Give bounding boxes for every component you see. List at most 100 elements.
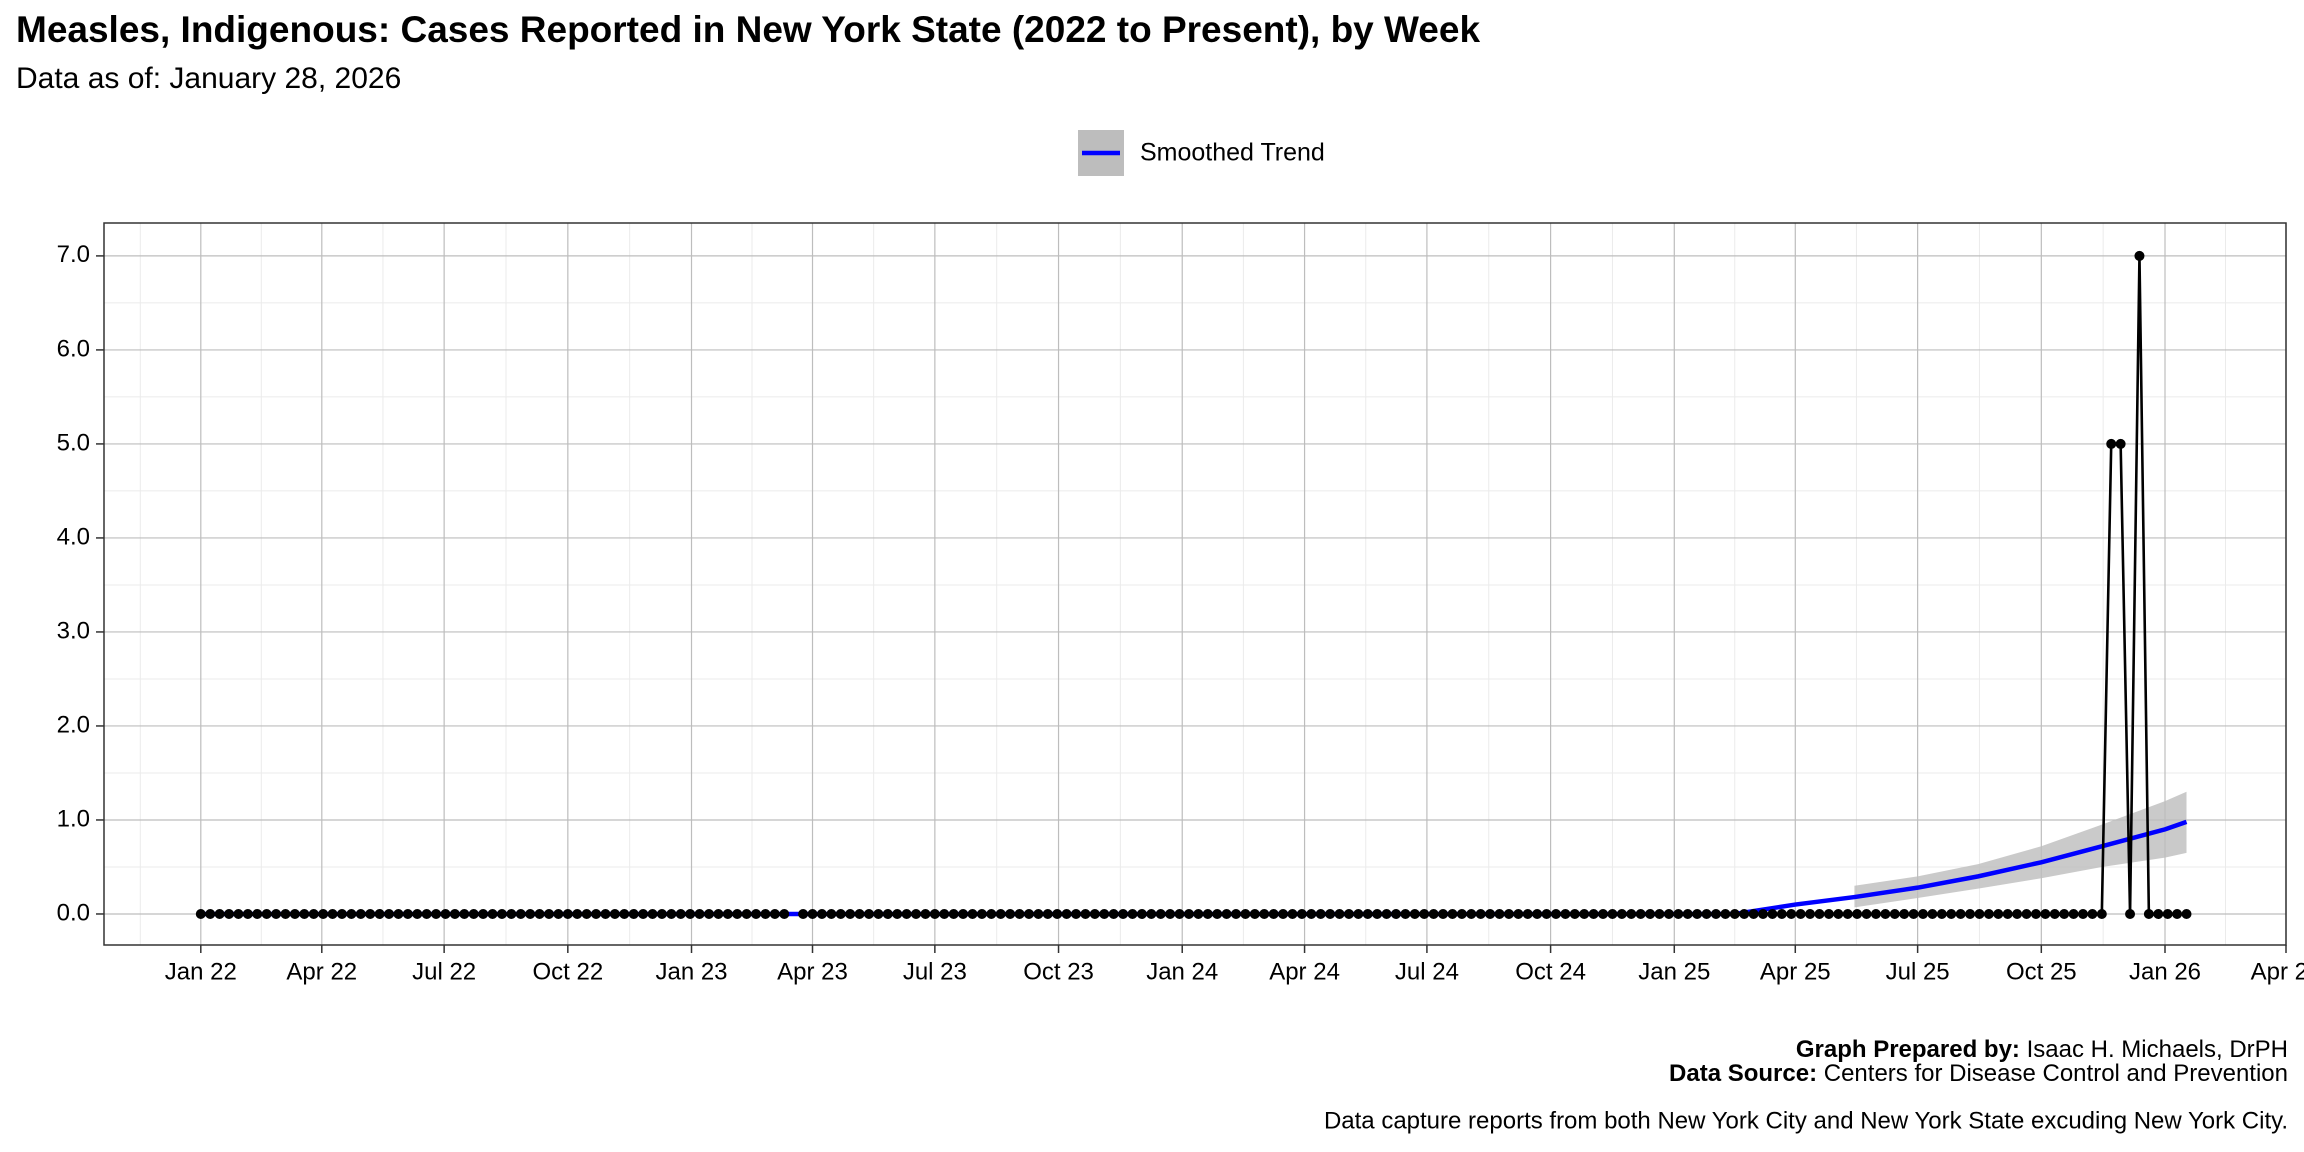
data-point <box>261 908 272 919</box>
data-point <box>1165 908 1176 919</box>
data-point <box>581 908 592 919</box>
data-point <box>242 908 253 919</box>
data-point <box>1390 908 1401 919</box>
data-point <box>1381 908 1392 919</box>
y-tick-label: 3.0 <box>57 617 90 644</box>
data-point <box>656 908 667 919</box>
data-point <box>2096 908 2107 919</box>
data-point <box>1353 908 1364 919</box>
data-point <box>1645 908 1656 919</box>
caption-prepared: Graph Prepared by: Isaac H. Michaels, Dr… <box>1796 1036 2288 1063</box>
data-point <box>562 908 573 919</box>
data-point <box>2172 908 2183 919</box>
data-point <box>1936 908 1947 919</box>
data-point <box>1532 908 1543 919</box>
data-point <box>1795 908 1806 919</box>
data-point <box>1692 908 1703 919</box>
data-point <box>1522 908 1533 919</box>
caption-text: Centers for Disease Control and Preventi… <box>1824 1060 2288 1087</box>
data-point <box>365 908 376 919</box>
data-point <box>2030 908 2041 919</box>
data-point <box>2012 908 2023 919</box>
x-tick-label: Jul 24 <box>1395 958 1459 985</box>
data-point <box>1880 908 1891 919</box>
data-point <box>1710 908 1721 919</box>
data-point <box>1268 908 1279 919</box>
data-point <box>1927 908 1938 919</box>
data-point <box>478 908 489 919</box>
data-point <box>412 908 423 919</box>
data-point <box>1118 908 1129 919</box>
data-point <box>336 908 347 919</box>
data-point <box>1456 908 1467 919</box>
data-point <box>2059 908 2070 919</box>
data-point <box>1908 908 1919 919</box>
data-point <box>2134 250 2145 261</box>
data-point <box>769 908 780 919</box>
data-point <box>1513 908 1524 919</box>
data-point <box>2049 908 2060 919</box>
data-point <box>572 908 583 919</box>
data-point <box>1447 908 1458 919</box>
data-point <box>496 908 507 919</box>
y-tick-label: 4.0 <box>57 523 90 550</box>
data-point <box>1306 908 1317 919</box>
x-tick-label: Jan 26 <box>2129 958 2201 985</box>
data-point <box>1212 908 1223 919</box>
data-point <box>1833 908 1844 919</box>
data-point <box>2143 908 2154 919</box>
x-tick-label: Apr 24 <box>1269 958 1340 985</box>
y-tick-label: 1.0 <box>57 805 90 832</box>
data-point <box>1466 908 1477 919</box>
x-tick-label: Apr 23 <box>777 958 848 985</box>
data-point <box>760 908 771 919</box>
data-point <box>2153 908 2164 919</box>
x-tick-label: Jul 25 <box>1886 958 1950 985</box>
data-point <box>195 908 206 919</box>
data-point <box>1701 908 1712 919</box>
data-point <box>779 908 790 919</box>
data-point <box>280 908 291 919</box>
data-point <box>2087 908 2098 919</box>
data-point <box>1598 908 1609 919</box>
data-point <box>1249 908 1260 919</box>
data-point <box>1099 908 1110 919</box>
caption-label: Graph Prepared by: <box>1796 1036 2020 1063</box>
data-point <box>1805 908 1816 919</box>
data-point <box>873 908 884 919</box>
data-point <box>468 908 479 919</box>
data-point <box>506 908 517 919</box>
caption-label: Data Source: <box>1669 1060 1817 1087</box>
data-point <box>355 908 366 919</box>
data-point <box>863 908 874 919</box>
data-point <box>1287 908 1298 919</box>
data-point <box>544 908 555 919</box>
data-point <box>346 908 357 919</box>
data-point <box>751 908 762 919</box>
data-point <box>892 908 903 919</box>
data-point <box>1278 908 1289 919</box>
data-point <box>694 908 705 919</box>
data-point <box>619 908 630 919</box>
data-point <box>1033 908 1044 919</box>
data-point <box>1861 908 1872 919</box>
data-point <box>1485 908 1496 919</box>
data-point <box>402 908 413 919</box>
data-point <box>835 908 846 919</box>
x-tick-label: Apr 26 <box>2251 958 2304 985</box>
data-point <box>1569 908 1580 919</box>
data-point <box>1814 908 1825 919</box>
data-point <box>1993 908 2004 919</box>
data-point <box>986 908 997 919</box>
x-tick-label: Jul 22 <box>412 958 476 985</box>
data-point <box>205 908 216 919</box>
data-point <box>1005 908 1016 919</box>
confidence-band <box>1854 791 2187 908</box>
caption-note: Data capture reports from both New York … <box>1324 1107 2288 1134</box>
data-point <box>741 908 752 919</box>
panel-border <box>103 222 2287 946</box>
data-point <box>525 908 536 919</box>
data-point <box>1767 908 1778 919</box>
data-point <box>1061 908 1072 919</box>
